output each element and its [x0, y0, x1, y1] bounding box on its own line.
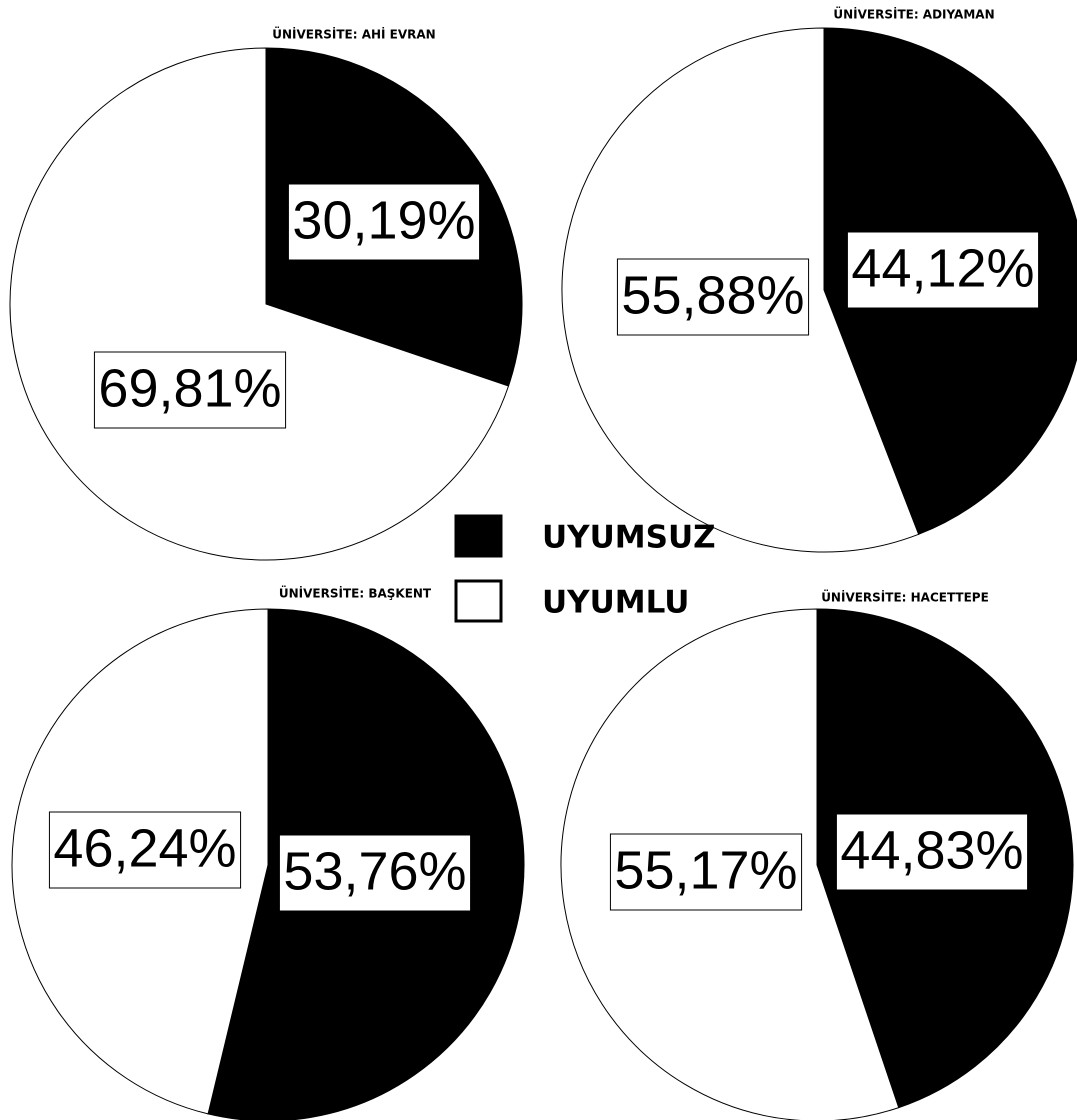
legend: UYUMSUZ UYUMLU [454, 514, 716, 623]
value-label: 30,19% [292, 190, 475, 250]
value-label: 46,24% [53, 818, 236, 878]
pie-title: ÜNİVERSİTE: HACETTEPE [821, 590, 989, 605]
pie-chart: ÜNİVERSİTE: ADIYAMAN 44,12% 55,88% [561, 7, 1077, 553]
value-label: 44,12% [851, 238, 1034, 298]
pie-chart: ÜNİVERSİTE: AHİ EVRAN 30,19% 69,81% [9, 27, 523, 561]
label-box [48, 811, 242, 889]
pie-slice [9, 47, 510, 561]
value-label: 69,81% [98, 358, 281, 418]
value-label: 55,17% [614, 840, 797, 900]
pie-chart: ÜNİVERSİTE: BAŞKENT 53,76% 46,24% [11, 586, 525, 1120]
label-box [278, 834, 472, 912]
pie-title: ÜNİVERSİTE: BAŞKENT [279, 586, 432, 601]
label-box [616, 258, 810, 336]
value-label: 44,83% [840, 820, 1023, 880]
pie-title: ÜNİVERSİTE: ADIYAMAN [833, 7, 994, 22]
label-box [846, 231, 1040, 309]
label-box [609, 833, 803, 911]
legend-label: UYUMSUZ [542, 520, 716, 556]
legend-label: UYUMLU [542, 585, 689, 621]
pie-chart: ÜNİVERSİTE: HACETTEPE 44,83% 55,17% [560, 590, 1074, 1120]
label-box [287, 183, 481, 261]
label-box [835, 813, 1029, 891]
legend-swatch [454, 514, 503, 558]
label-box [93, 351, 287, 429]
value-label: 53,76% [283, 841, 466, 901]
legend-swatch [454, 579, 503, 623]
pie-title: ÜNİVERSİTE: AHİ EVRAN [272, 27, 435, 42]
value-label: 55,88% [621, 265, 804, 325]
